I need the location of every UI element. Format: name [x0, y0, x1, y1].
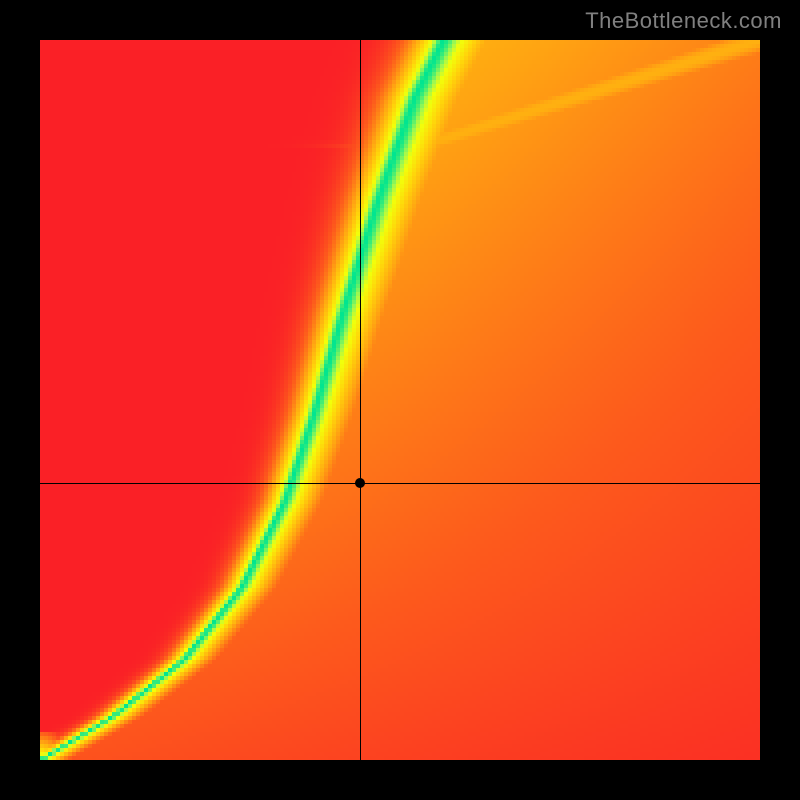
heatmap-canvas	[40, 40, 760, 760]
heatmap-plot	[40, 40, 760, 760]
marker-dot	[355, 478, 365, 488]
crosshair-horizontal	[40, 483, 760, 484]
watermark-text: TheBottleneck.com	[585, 8, 782, 34]
crosshair-vertical	[360, 40, 361, 760]
